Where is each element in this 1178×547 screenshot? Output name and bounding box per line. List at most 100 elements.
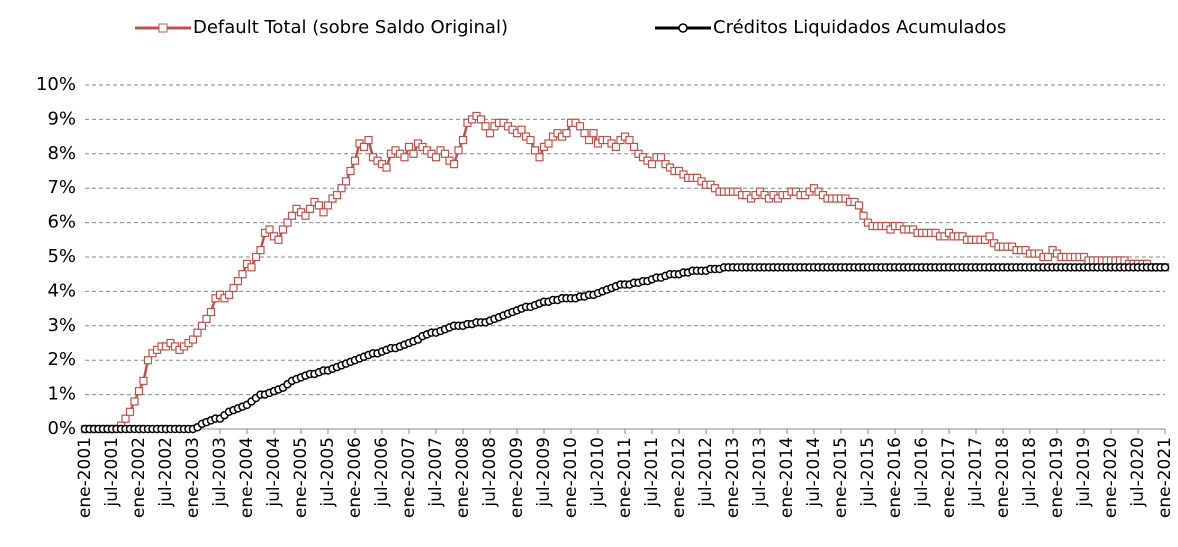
x-tick-label: ene-2008 xyxy=(453,437,473,518)
legend-label: Default Total (sobre Saldo Original) xyxy=(193,17,508,38)
y-tick-label: 9% xyxy=(47,108,76,129)
x-tick-label: jul-2020 xyxy=(1128,437,1148,508)
x-tick-label: jul-2008 xyxy=(480,437,500,508)
legend-marker xyxy=(678,23,688,33)
x-tick-label: jul-2001 xyxy=(102,437,122,508)
x-tick-label: jul-2002 xyxy=(156,437,176,508)
data-point xyxy=(409,149,418,158)
x-tick-label: jul-2003 xyxy=(210,437,230,508)
data-point xyxy=(985,232,994,241)
x-tick-label: ene-2010 xyxy=(561,437,581,518)
data-point xyxy=(197,321,207,330)
y-tick-label: 8% xyxy=(47,143,76,164)
data-point xyxy=(854,201,864,210)
data-point xyxy=(535,153,544,162)
x-tick-label: ene-2007 xyxy=(399,437,419,518)
y-tick-label: 3% xyxy=(47,315,76,336)
data-point xyxy=(517,125,526,134)
y-tick-label: 7% xyxy=(47,177,76,198)
data-point xyxy=(584,135,594,145)
x-tick-label: ene-2015 xyxy=(831,437,851,518)
x-tick-label: jul-2015 xyxy=(858,437,878,508)
data-point xyxy=(301,211,310,220)
data-point xyxy=(1160,263,1170,272)
x-tick-label: ene-2019 xyxy=(1047,437,1067,518)
data-point xyxy=(589,129,598,138)
data-point xyxy=(143,356,153,365)
data-point xyxy=(431,153,441,162)
data-point xyxy=(314,201,324,210)
y-tick-label: 5% xyxy=(47,246,76,267)
x-tick-label: ene-2011 xyxy=(615,437,635,518)
series-line xyxy=(85,114,1165,431)
y-tick-label: 10% xyxy=(36,74,76,95)
data-point xyxy=(476,115,486,124)
data-point xyxy=(580,129,589,138)
data-point xyxy=(247,263,256,272)
data-point xyxy=(193,328,202,337)
x-tick-label: ene-2006 xyxy=(345,437,365,518)
y-tick-label: 2% xyxy=(47,349,76,370)
data-point xyxy=(130,397,139,406)
data-point xyxy=(341,177,351,186)
x-tick-label: ene-2016 xyxy=(885,437,905,518)
data-point xyxy=(233,276,243,286)
data-point xyxy=(319,208,328,217)
x-tick-label: jul-2007 xyxy=(426,437,446,508)
data-point xyxy=(256,246,265,255)
data-point xyxy=(440,149,450,158)
x-tick-label: jul-2014 xyxy=(804,437,824,508)
x-tick-label: ene-2021 xyxy=(1155,437,1175,518)
x-tick-label: jul-2005 xyxy=(318,437,338,508)
data-point xyxy=(562,129,571,138)
data-point xyxy=(359,142,369,152)
data-point xyxy=(251,252,261,262)
data-point xyxy=(287,211,297,220)
x-tick-label: ene-2001 xyxy=(75,437,95,518)
data-point xyxy=(332,190,342,200)
x-tick-label: ene-2013 xyxy=(723,437,743,518)
x-tick-label: jul-2010 xyxy=(588,437,608,508)
data-point xyxy=(382,163,391,172)
data-point xyxy=(134,387,144,396)
data-point xyxy=(305,204,315,213)
data-point xyxy=(859,211,868,220)
data-point xyxy=(404,142,414,152)
x-tick-label: jul-2013 xyxy=(750,437,770,508)
x-tick-label: jul-2011 xyxy=(642,437,662,508)
x-tick-label: jul-2012 xyxy=(696,437,716,508)
data-point xyxy=(121,414,130,423)
x-tick-label: jul-2006 xyxy=(372,437,392,508)
y-tick-label: 6% xyxy=(47,212,76,233)
data-point xyxy=(202,314,211,324)
x-tick-label: ene-2005 xyxy=(291,437,311,518)
y-tick-label: 1% xyxy=(47,384,76,405)
data-point xyxy=(350,156,360,165)
x-tick-label: ene-2003 xyxy=(183,437,203,518)
data-point xyxy=(449,160,459,169)
data-point xyxy=(625,135,634,145)
data-point xyxy=(530,146,540,155)
y-tick-label: 0% xyxy=(47,418,76,439)
data-point xyxy=(454,146,463,155)
data-point xyxy=(265,225,274,234)
data-point xyxy=(238,270,247,279)
data-point xyxy=(139,376,148,385)
data-point xyxy=(611,142,621,152)
x-tick-label: ene-2018 xyxy=(993,437,1013,518)
y-tick-label: 4% xyxy=(47,280,76,301)
x-tick-label: ene-2004 xyxy=(237,437,257,518)
data-point xyxy=(481,122,490,131)
x-tick-label: ene-2012 xyxy=(669,437,689,518)
legend-label: Créditos Liquidados Acumulados xyxy=(713,17,1006,38)
data-point xyxy=(278,225,288,234)
x-tick-label: jul-2018 xyxy=(1020,437,1040,508)
data-point xyxy=(526,135,535,145)
data-point xyxy=(1043,252,1053,262)
data-point xyxy=(364,135,373,145)
data-point xyxy=(400,153,409,162)
data-point xyxy=(647,160,657,169)
data-point xyxy=(337,184,346,193)
x-tick-label: ene-2002 xyxy=(129,437,149,518)
